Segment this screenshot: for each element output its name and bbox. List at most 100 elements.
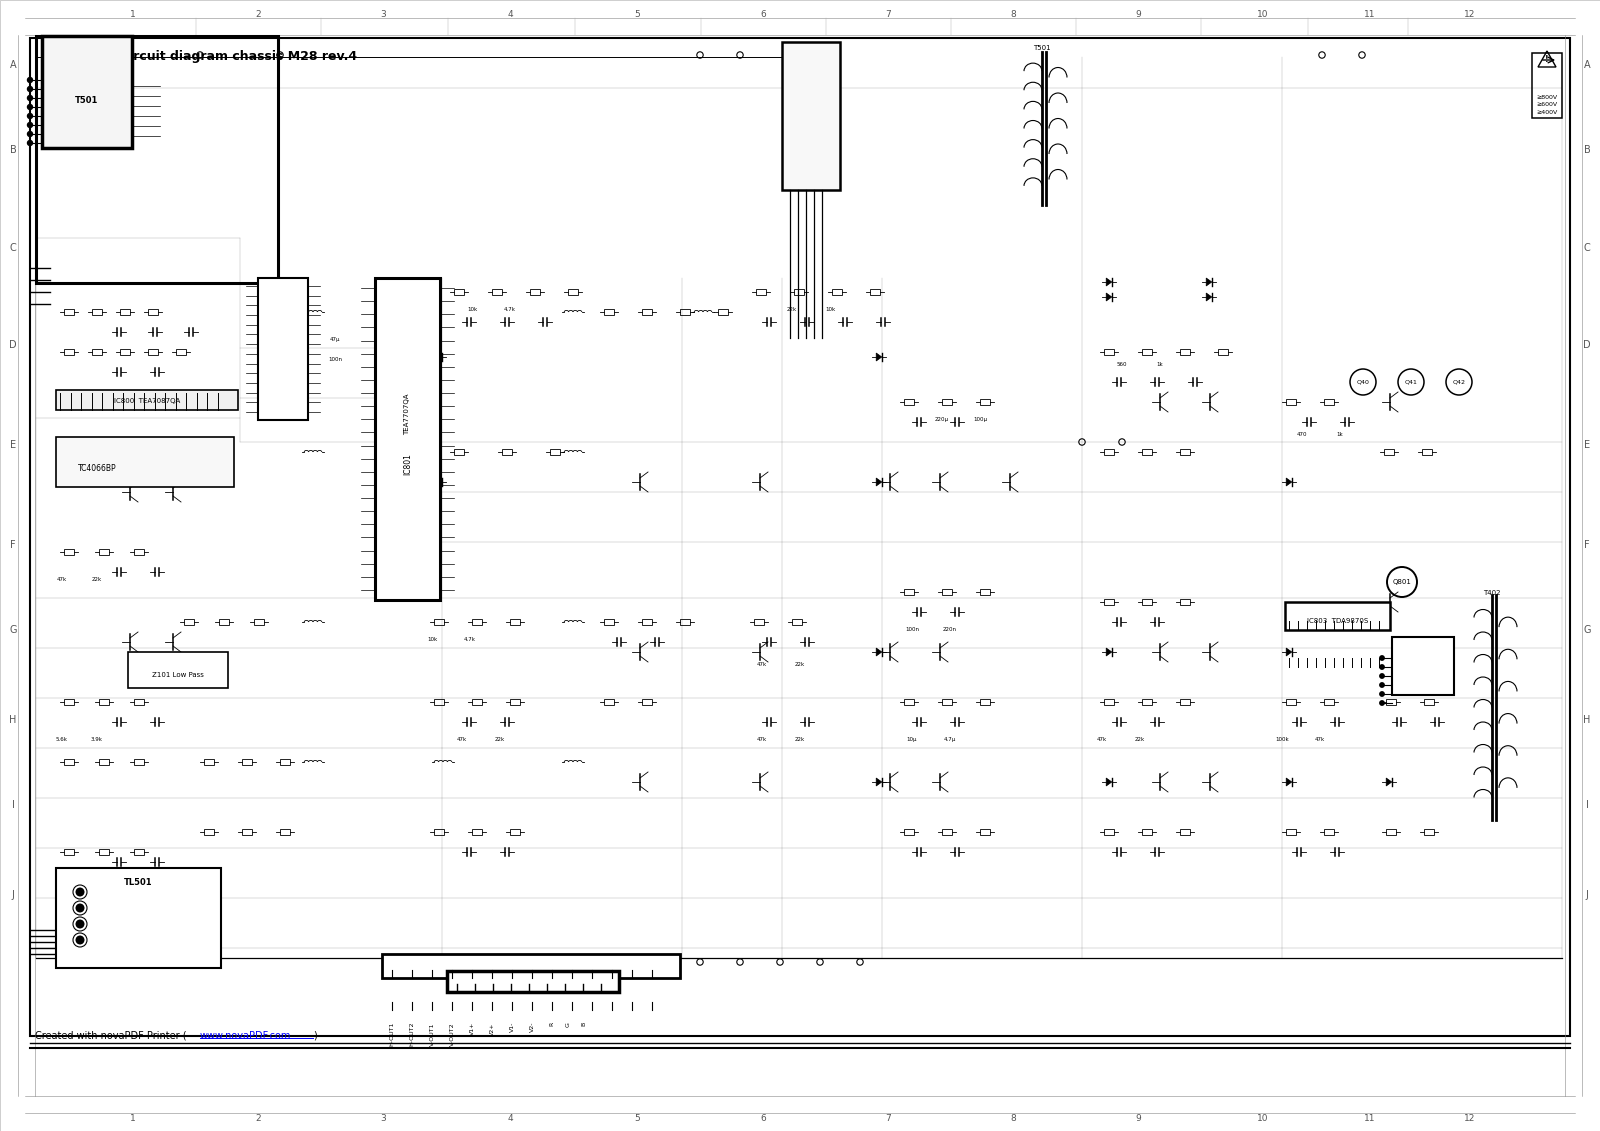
Text: 5: 5 bbox=[634, 10, 640, 19]
Bar bbox=[99, 549, 109, 555]
Bar bbox=[203, 759, 214, 765]
Polygon shape bbox=[1106, 778, 1112, 786]
Text: 47k: 47k bbox=[757, 662, 766, 667]
Bar bbox=[904, 399, 915, 405]
Polygon shape bbox=[1106, 293, 1112, 301]
Text: V1+: V1+ bbox=[469, 1022, 475, 1035]
Bar bbox=[794, 290, 805, 295]
Text: 7: 7 bbox=[885, 10, 891, 19]
Text: +5V: +5V bbox=[42, 46, 56, 52]
Text: 22k: 22k bbox=[91, 577, 102, 582]
Bar bbox=[64, 349, 75, 355]
Bar bbox=[35, 36, 278, 283]
Text: 8: 8 bbox=[1010, 1114, 1016, 1123]
Bar bbox=[1386, 699, 1397, 705]
Bar bbox=[1104, 599, 1114, 605]
Circle shape bbox=[27, 104, 32, 110]
Bar bbox=[979, 829, 990, 835]
Text: 4: 4 bbox=[507, 10, 514, 19]
Text: R: R bbox=[549, 1022, 555, 1026]
Text: 22k: 22k bbox=[494, 737, 506, 742]
Bar bbox=[1141, 349, 1152, 355]
Bar bbox=[1384, 449, 1394, 455]
Text: 22k: 22k bbox=[1134, 737, 1146, 742]
Text: G: G bbox=[565, 1022, 571, 1027]
Text: 2: 2 bbox=[254, 10, 261, 19]
Bar bbox=[30, 38, 1570, 1036]
Bar bbox=[1424, 829, 1434, 835]
Text: V1-: V1- bbox=[509, 1022, 515, 1033]
Polygon shape bbox=[1106, 648, 1112, 656]
Text: I: I bbox=[11, 800, 14, 810]
Circle shape bbox=[74, 901, 86, 915]
Bar bbox=[979, 399, 990, 405]
Bar bbox=[509, 699, 520, 705]
Text: 1k: 1k bbox=[1336, 432, 1344, 437]
Text: 10: 10 bbox=[1258, 1114, 1269, 1123]
Bar bbox=[91, 349, 102, 355]
Text: V2+: V2+ bbox=[490, 1022, 494, 1036]
Text: H: H bbox=[1584, 715, 1590, 725]
Bar bbox=[550, 449, 560, 455]
Bar bbox=[502, 449, 512, 455]
Text: 10µ: 10µ bbox=[907, 737, 917, 742]
Bar bbox=[1141, 449, 1152, 455]
Text: 4.7µ: 4.7µ bbox=[944, 737, 957, 742]
Text: 5.6k: 5.6k bbox=[56, 737, 67, 742]
Bar bbox=[1286, 829, 1296, 835]
Bar bbox=[454, 449, 464, 455]
Text: 10k: 10k bbox=[826, 307, 835, 312]
Bar bbox=[603, 699, 614, 705]
Bar bbox=[1323, 829, 1334, 835]
Polygon shape bbox=[1206, 293, 1211, 301]
Text: B: B bbox=[1584, 145, 1590, 155]
Text: 22k: 22k bbox=[795, 662, 805, 667]
Circle shape bbox=[1379, 683, 1384, 688]
Bar bbox=[1392, 637, 1454, 696]
Text: 220n: 220n bbox=[942, 627, 957, 632]
Text: Q40: Q40 bbox=[1357, 380, 1370, 385]
Text: C: C bbox=[1584, 243, 1590, 253]
Bar bbox=[472, 829, 483, 835]
Bar bbox=[754, 619, 765, 625]
Bar bbox=[434, 699, 445, 705]
Text: Z101 Low Pass: Z101 Low Pass bbox=[152, 672, 203, 677]
Text: 8: 8 bbox=[1010, 10, 1016, 19]
Bar bbox=[446, 972, 619, 992]
Bar bbox=[755, 290, 766, 295]
Text: G: G bbox=[1584, 625, 1590, 634]
Text: +8V: +8V bbox=[42, 58, 56, 62]
Bar bbox=[782, 42, 840, 190]
Bar bbox=[134, 549, 144, 555]
Bar bbox=[91, 309, 102, 316]
Bar bbox=[43, 90, 67, 102]
Bar bbox=[134, 759, 144, 765]
Text: 1k: 1k bbox=[1157, 362, 1163, 366]
Text: 470: 470 bbox=[1296, 432, 1307, 437]
Polygon shape bbox=[437, 478, 442, 486]
Bar bbox=[1141, 599, 1152, 605]
Bar bbox=[147, 349, 158, 355]
Bar bbox=[64, 309, 75, 316]
Bar bbox=[1104, 699, 1114, 705]
Circle shape bbox=[1379, 692, 1384, 697]
Bar bbox=[253, 619, 264, 625]
Text: D: D bbox=[10, 340, 18, 349]
Text: F: F bbox=[10, 539, 16, 550]
Text: C: C bbox=[10, 243, 16, 253]
Circle shape bbox=[75, 904, 85, 913]
Bar bbox=[603, 309, 614, 316]
Text: J: J bbox=[1586, 890, 1589, 900]
Bar bbox=[680, 309, 691, 316]
Bar bbox=[134, 849, 144, 855]
Bar bbox=[1421, 449, 1432, 455]
Bar bbox=[219, 619, 229, 625]
Text: 5: 5 bbox=[634, 1114, 640, 1123]
Text: 9: 9 bbox=[1134, 10, 1141, 19]
Bar bbox=[870, 290, 880, 295]
Bar bbox=[64, 449, 75, 455]
Text: E: E bbox=[10, 440, 16, 450]
Polygon shape bbox=[1206, 278, 1211, 286]
Bar bbox=[242, 829, 253, 835]
Bar bbox=[472, 699, 483, 705]
